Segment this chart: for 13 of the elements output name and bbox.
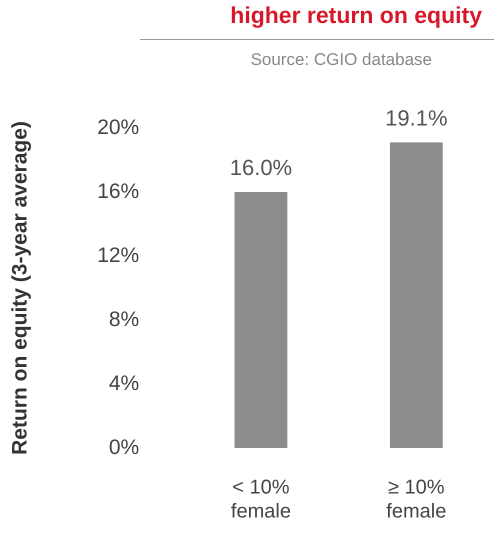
x-tick-label: ≥ 10% female	[386, 476, 446, 523]
y-axis-title: Return on equity (3-year average)	[8, 121, 32, 455]
x-tick-label: < 10% female	[230, 476, 291, 523]
chart-title: higher return on equity	[230, 2, 482, 29]
y-tick-label: 4%	[108, 372, 140, 395]
y-tick-label: 8%	[108, 308, 140, 331]
data-label: 16.0%	[230, 155, 292, 180]
data-label: 19.1%	[385, 105, 448, 130]
y-tick-label: 0%	[108, 436, 140, 459]
y-tick-label: 20%	[97, 116, 140, 139]
y-tick-label: 16%	[97, 180, 140, 203]
chart-subtitle: Source: CGIO database	[250, 50, 432, 70]
y-tick-label: 12%	[97, 244, 140, 267]
